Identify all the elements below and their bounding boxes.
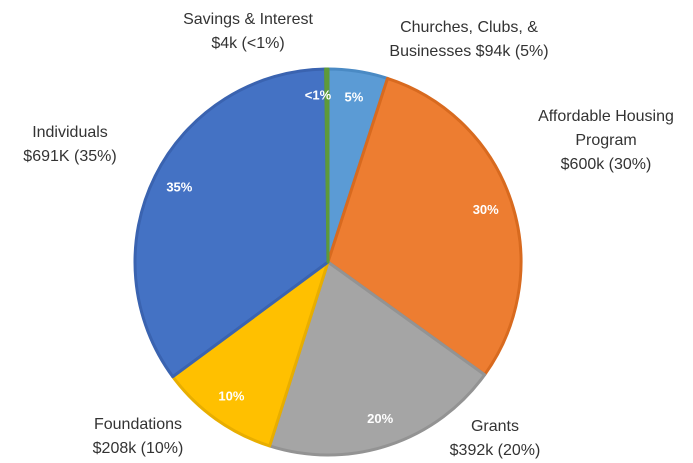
slice-label: Affordable Housing [538,108,674,125]
slice-label: Savings & Interest [183,11,313,28]
data-label: 30% [473,202,499,217]
data-label: 35% [166,180,192,195]
data-label: <1% [305,87,332,102]
slice-label: Grants [471,418,519,435]
slice-label: $4k (<1%) [211,35,284,52]
pie-slice [171,260,330,448]
slice-label: Program [575,132,636,149]
slice-label: Individuals [32,124,108,141]
slice-label: $691K (35%) [23,148,116,165]
slice-label: $600k (30%) [561,156,652,173]
pie-slice [268,260,487,457]
slice-label: Foundations [94,416,182,433]
data-label: 10% [218,388,244,403]
data-label: 20% [367,411,393,426]
slice-label: Businesses $94k (5%) [389,43,548,60]
slice-label: Churches, Clubs, & [400,19,538,36]
slice-label: $208k (10%) [93,440,184,457]
pie-slice [324,67,330,264]
data-label: 5% [345,89,364,104]
slice-label: $392k (20%) [450,442,541,459]
pie-slice [326,76,523,377]
pie-slice [133,67,330,379]
